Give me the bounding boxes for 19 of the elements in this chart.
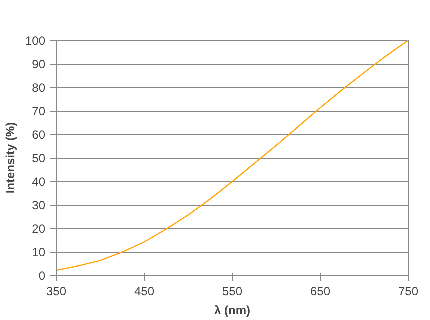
y-axis-title: Intensity (%) bbox=[3, 122, 18, 194]
y-tick-label: 50 bbox=[32, 152, 46, 166]
y-tick-label: 20 bbox=[32, 222, 46, 236]
y-tick-label: 80 bbox=[32, 81, 46, 95]
y-tick-label: 0 bbox=[38, 269, 46, 283]
y-tick-label: 10 bbox=[32, 246, 46, 260]
y-tick-label: 70 bbox=[32, 104, 46, 118]
line-series bbox=[56, 40, 408, 272]
x-tick-label: 550 bbox=[222, 284, 243, 298]
x-tick-label: 650 bbox=[310, 284, 331, 298]
y-tick-label: 60 bbox=[32, 128, 46, 142]
x-tick-label: 350 bbox=[46, 284, 67, 298]
x-axis-title: λ (nm) bbox=[214, 304, 251, 318]
x-tick-label: 450 bbox=[134, 284, 155, 298]
y-tick-label: 40 bbox=[32, 175, 46, 189]
y-tick-label: 90 bbox=[32, 58, 46, 72]
y-tick-label: 100 bbox=[25, 34, 46, 48]
x-tick-label: 750 bbox=[398, 284, 419, 298]
y-tick-label: 30 bbox=[32, 198, 46, 212]
